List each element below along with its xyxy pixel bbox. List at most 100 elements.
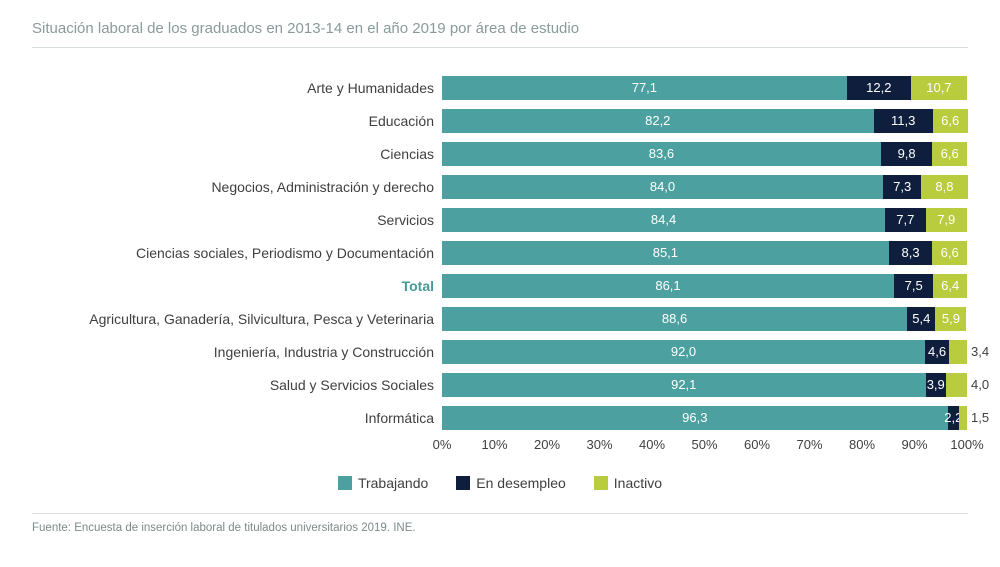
segment-trabajando: 96,3: [442, 406, 948, 430]
bar-wrap: 96,32,21,5: [442, 406, 967, 430]
bar: 82,211,36,6: [442, 109, 968, 133]
bar-wrap: 92,13,94,0: [442, 373, 967, 397]
bar-wrap: 82,211,36,6: [442, 109, 967, 133]
row-label: Salud y Servicios Sociales: [32, 377, 442, 393]
legend-item-trabajando: Trabajando: [338, 475, 428, 491]
segment-inactivo: 6,6: [933, 109, 968, 133]
segment-desempleo: 11,3: [874, 109, 933, 133]
x-tick: 70%: [796, 437, 822, 452]
segment-desempleo: 5,4: [907, 307, 935, 331]
bar: 92,13,94,0: [442, 373, 967, 397]
source-footer: Fuente: Encuesta de inserción laboral de…: [32, 513, 968, 534]
segment-trabajando: 88,6: [442, 307, 907, 331]
chart-row: Total86,17,56,4: [32, 272, 968, 299]
legend-swatch: [594, 476, 608, 490]
x-tick: 80%: [849, 437, 875, 452]
bar-wrap: 77,112,210,7: [442, 76, 967, 100]
bar-wrap: 88,65,45,9: [442, 307, 967, 331]
row-label: Ciencias sociales, Periodismo y Document…: [32, 245, 442, 261]
segment-inactivo-value: 1,5: [967, 410, 989, 425]
x-tick: 10%: [481, 437, 507, 452]
bar: 92,04,63,4: [442, 340, 967, 364]
x-tick: 20%: [534, 437, 560, 452]
legend-label: Inactivo: [614, 475, 662, 491]
segment-desempleo: 7,5: [894, 274, 933, 298]
bar-wrap: 85,18,36,6: [442, 241, 967, 265]
x-tick: 30%: [586, 437, 612, 452]
bar: 83,69,86,6: [442, 142, 967, 166]
segment-trabajando: 82,2: [442, 109, 874, 133]
x-axis: 0%10%20%30%40%50%60%70%80%90%100%: [32, 437, 968, 457]
segment-inactivo: 6,6: [932, 241, 967, 265]
bar-wrap: 92,04,63,4: [442, 340, 967, 364]
chart-title: Situación laboral de los graduados en 20…: [32, 20, 968, 48]
bar: 84,47,77,9: [442, 208, 967, 232]
bar: 86,17,56,4: [442, 274, 967, 298]
bar: 85,18,36,6: [442, 241, 967, 265]
legend-label: Trabajando: [358, 475, 428, 491]
bar: 96,32,21,5: [442, 406, 967, 430]
segment-desempleo: 2,2: [948, 406, 960, 430]
segment-trabajando: 84,4: [442, 208, 885, 232]
row-label: Negocios, Administración y derecho: [32, 179, 442, 195]
legend-swatch: [456, 476, 470, 490]
bar: 84,07,38,8: [442, 175, 968, 199]
bar: 88,65,45,9: [442, 307, 966, 331]
segment-inactivo: 3,4: [949, 340, 967, 364]
x-tick: 50%: [691, 437, 717, 452]
footer-text: Encuesta de inserción laboral de titulad…: [74, 522, 415, 534]
segment-trabajando: 83,6: [442, 142, 881, 166]
bar-wrap: 86,17,56,4: [442, 274, 967, 298]
legend-item-inactivo: Inactivo: [594, 475, 662, 491]
segment-inactivo-value: 3,4: [967, 344, 989, 359]
segment-desempleo: 7,7: [885, 208, 925, 232]
row-label: Total: [32, 278, 442, 294]
chart-row: Arte y Humanidades77,112,210,7: [32, 74, 968, 101]
segment-desempleo: 8,3: [889, 241, 933, 265]
bar-wrap: 84,47,77,9: [442, 208, 967, 232]
chart-row: Ciencias83,69,86,6: [32, 140, 968, 167]
row-label: Ciencias: [32, 146, 442, 162]
chart-row: Salud y Servicios Sociales92,13,94,0: [32, 371, 968, 398]
bar-wrap: 83,69,86,6: [442, 142, 967, 166]
segment-inactivo: 1,5: [959, 406, 967, 430]
segment-inactivo: 6,4: [933, 274, 967, 298]
segment-trabajando: 92,0: [442, 340, 925, 364]
chart-row: Negocios, Administración y derecho84,07,…: [32, 173, 968, 200]
chart-row: Ingeniería, Industria y Construcción92,0…: [32, 338, 968, 365]
segment-inactivo: 8,8: [921, 175, 967, 199]
segment-desempleo: 9,8: [881, 142, 932, 166]
legend-item-desempleo: En desempleo: [456, 475, 566, 491]
legend-swatch: [338, 476, 352, 490]
stacked-bar-chart: Arte y Humanidades77,112,210,7Educación8…: [32, 74, 968, 431]
segment-inactivo: 7,9: [926, 208, 967, 232]
row-label: Educación: [32, 113, 442, 129]
segment-desempleo: 12,2: [847, 76, 911, 100]
segment-trabajando: 77,1: [442, 76, 847, 100]
segment-trabajando: 86,1: [442, 274, 894, 298]
bar-wrap: 84,07,38,8: [442, 175, 967, 199]
chart-row: Educación82,211,36,6: [32, 107, 968, 134]
segment-inactivo: 5,9: [935, 307, 966, 331]
x-tick: 100%: [950, 437, 983, 452]
segment-inactivo-value: 4,0: [967, 377, 989, 392]
segment-inactivo: 10,7: [911, 76, 967, 100]
chart-row: Informática96,32,21,5: [32, 404, 968, 431]
segment-inactivo: 4,0: [946, 373, 967, 397]
chart-row: Ciencias sociales, Periodismo y Document…: [32, 239, 968, 266]
legend: Trabajando En desempleo Inactivo: [32, 475, 968, 491]
x-tick: 40%: [639, 437, 665, 452]
x-tick: 90%: [901, 437, 927, 452]
segment-inactivo: 6,6: [932, 142, 967, 166]
segment-desempleo: 7,3: [883, 175, 921, 199]
x-tick: 60%: [744, 437, 770, 452]
segment-trabajando: 84,0: [442, 175, 883, 199]
segment-desempleo: 4,6: [925, 340, 949, 364]
row-label: Arte y Humanidades: [32, 80, 442, 96]
row-label: Agricultura, Ganadería, Silvicultura, Pe…: [32, 311, 442, 327]
row-label: Servicios: [32, 212, 442, 228]
chart-row: Servicios84,47,77,9: [32, 206, 968, 233]
row-label: Informática: [32, 410, 442, 426]
segment-trabajando: 92,1: [442, 373, 926, 397]
row-label: Ingeniería, Industria y Construcción: [32, 344, 442, 360]
